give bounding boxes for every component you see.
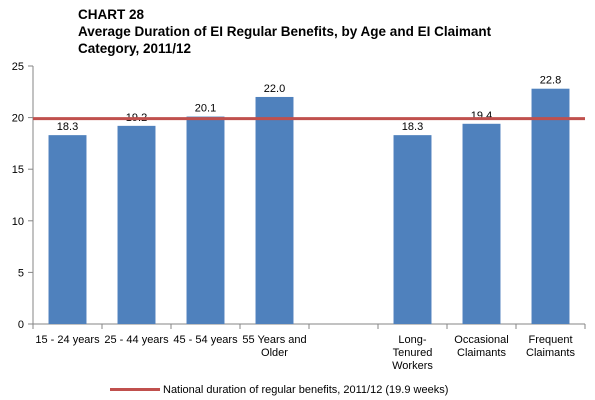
bar <box>255 96 294 325</box>
legend-label: National duration of regular benefits, 2… <box>163 384 448 396</box>
x-tick-label: Claimants <box>526 347 575 359</box>
x-tick-label: 25 - 44 years <box>104 334 169 346</box>
x-tick-label: Long- <box>398 334 426 346</box>
x-tick-label: 55 Years and <box>242 334 306 346</box>
x-tick-label: 15 - 24 years <box>35 334 100 346</box>
bar <box>186 116 225 325</box>
y-tick-label: 10 <box>12 216 24 228</box>
bar <box>462 123 501 325</box>
chart-title-line-1: CHART 28 <box>78 7 145 22</box>
data-label: 22.0 <box>264 83 285 95</box>
bar <box>393 135 432 324</box>
chart-title-line-3: Category, 2011/12 <box>78 41 192 56</box>
bar <box>531 88 570 324</box>
x-tick-label: Workers <box>392 360 433 372</box>
data-label: 18.3 <box>402 121 423 133</box>
data-label: 22.8 <box>540 75 561 87</box>
x-tick-label: Older <box>261 347 288 359</box>
data-label: 20.1 <box>195 103 216 115</box>
bar <box>48 135 87 324</box>
data-label: 18.3 <box>57 121 78 133</box>
x-tick-label: Claimants <box>457 347 506 359</box>
y-tick-label: 5 <box>18 267 24 279</box>
chart-title: CHART 28 Average Duration of EI Regular … <box>78 6 588 57</box>
bar <box>117 125 156 324</box>
y-tick-label: 0 <box>18 319 24 331</box>
chart-title-line-2: Average Duration of EI Regular Benefits,… <box>78 24 492 39</box>
y-tick-label: 15 <box>12 164 24 176</box>
x-tick-label: Occasional <box>454 334 508 346</box>
y-tick-label: 20 <box>12 113 24 125</box>
x-tick-label: Frequent <box>528 334 572 346</box>
y-tick-label: 25 <box>12 61 24 73</box>
x-tick-label: Tenured <box>393 347 433 359</box>
x-tick-label: 45 - 54 years <box>173 334 238 346</box>
